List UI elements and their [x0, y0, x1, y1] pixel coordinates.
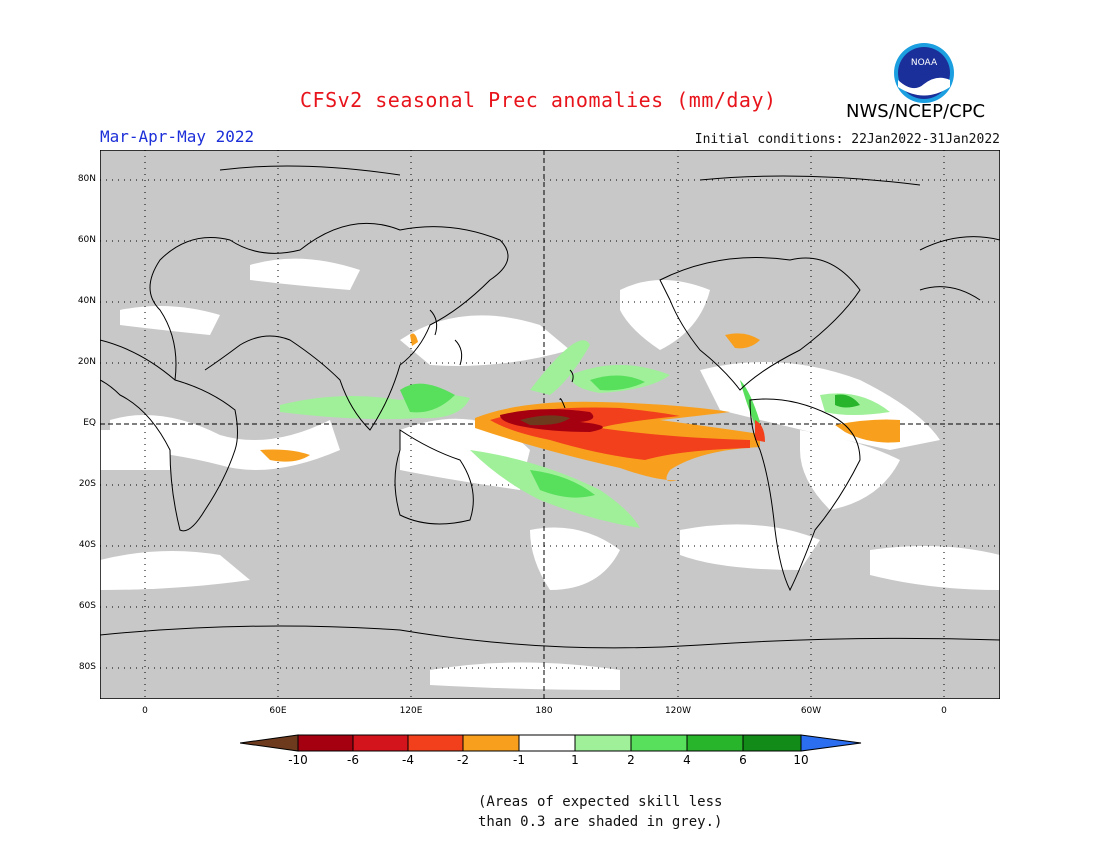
precipitation-anomaly-map	[100, 150, 1000, 699]
lat-label: 40S	[78, 540, 96, 550]
colorbar-segment	[462, 734, 520, 752]
lat-label: 80N	[77, 174, 96, 184]
agency-label: NWS/NCEP/CPC	[846, 101, 986, 122]
skill-note-line: than 0.3 are shaded in grey.)	[478, 814, 723, 830]
lon-label: 60W	[800, 706, 822, 716]
colorbar-label: -2	[457, 753, 469, 767]
lat-label: EQ	[83, 418, 96, 428]
colorbar-label: 10	[793, 753, 809, 767]
colorbar	[240, 734, 862, 752]
lat-label: 80S	[78, 662, 96, 672]
initial-conditions-label: Initial conditions: 22Jan2022-31Jan2022	[694, 132, 1000, 147]
lat-label: 60S	[78, 601, 96, 611]
noaa-logo: NOAA	[893, 42, 955, 104]
gridlines	[100, 150, 1000, 699]
lon-label: 0	[142, 706, 148, 716]
lat-label: 40N	[77, 296, 96, 306]
colorbar-segment	[518, 734, 576, 752]
lon-label: 0	[941, 706, 947, 716]
anomaly-shading	[260, 333, 900, 528]
colorbar-label: 2	[627, 753, 635, 767]
lat-label: 20N	[77, 357, 96, 367]
lon-label: 180	[535, 706, 553, 716]
colorbar-label: 1	[571, 753, 579, 767]
colorbar-segment	[630, 734, 688, 752]
colorbar-segment	[686, 734, 744, 752]
lon-label: 60E	[269, 706, 287, 716]
colorbar-segment	[407, 734, 464, 752]
colorbar-segment	[800, 734, 862, 752]
colorbar-label: -10	[288, 753, 308, 767]
map-title: CFSv2 seasonal Prec anomalies (mm/day)	[300, 88, 777, 112]
skill-note-line: (Areas of expected skill less	[478, 794, 723, 810]
colorbar-segment	[742, 734, 802, 752]
logo-text: NOAA	[911, 58, 938, 68]
season-label: Mar-Apr-May 2022	[100, 127, 255, 146]
colorbar-segment	[574, 734, 632, 752]
colorbar-label: -4	[402, 753, 414, 767]
coastlines	[100, 165, 1000, 649]
colorbar-segment	[297, 734, 354, 752]
colorbar-label: 6	[739, 753, 747, 767]
colorbar-segment	[352, 734, 409, 752]
skill-note: (Areas of expected skill less than 0.3 ar…	[478, 792, 722, 832]
lon-label: 120W	[664, 706, 692, 716]
colorbar-segments	[240, 734, 862, 752]
lat-label: 60N	[77, 235, 96, 245]
lat-label: 20S	[78, 479, 96, 489]
colorbar-label: 4	[683, 753, 691, 767]
colorbar-label: -6	[347, 753, 359, 767]
colorbar-segment	[240, 734, 299, 752]
lon-label: 120E	[399, 706, 423, 716]
colorbar-label: -1	[513, 753, 525, 767]
